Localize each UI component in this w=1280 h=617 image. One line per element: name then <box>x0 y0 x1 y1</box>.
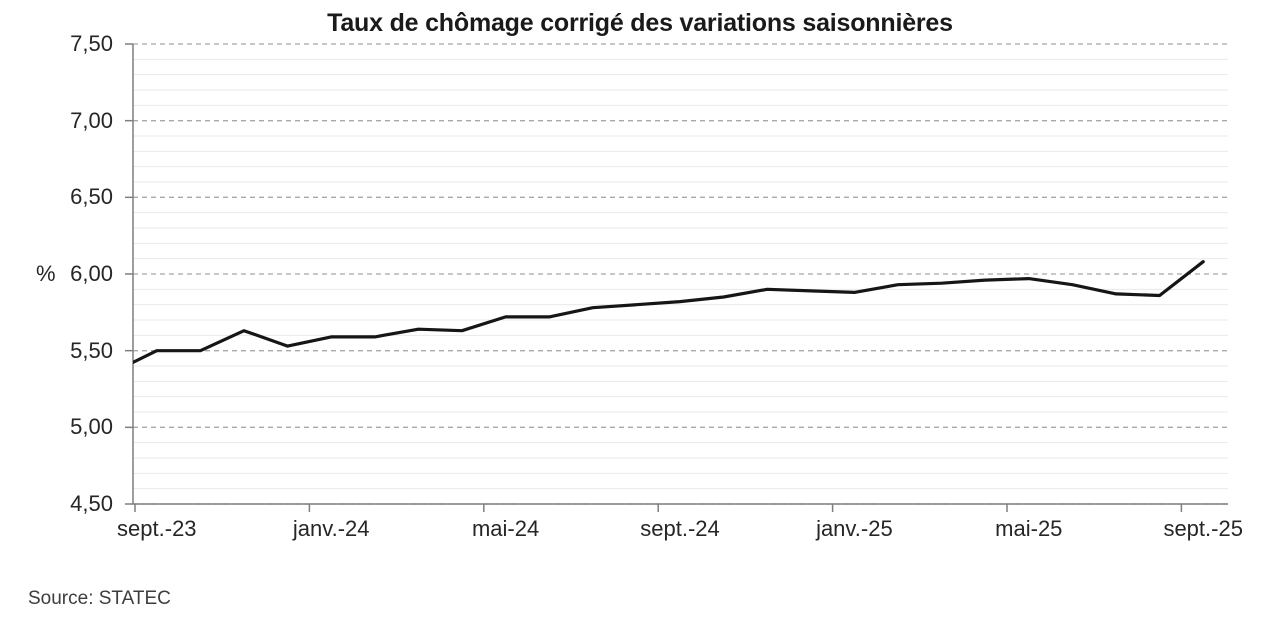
y-axis-tick-label: 5,00 <box>70 414 113 440</box>
x-axis-tick-label: janv.-24 <box>292 516 370 541</box>
y-axis-tick-label: 4,50 <box>70 491 113 516</box>
series-line <box>133 260 1205 365</box>
y-axis-unit-label: % <box>36 261 56 286</box>
y-axis-tick-label: 7,50 <box>70 31 113 56</box>
chart-title: Taux de chômage corrigé des variations s… <box>327 9 953 37</box>
y-axis-tick-label: 6,00 <box>70 261 113 286</box>
y-axis-tick-label: 6,50 <box>70 184 113 210</box>
x-axis-tick-label: sept.-25 <box>1163 516 1243 541</box>
x-axis-tick-label: sept.-23 <box>117 516 197 541</box>
source-note: Source: STATEC <box>28 588 171 609</box>
x-axis-tick-label: mai-25 <box>995 516 1063 541</box>
x-axis-tick-label: mai-24 <box>471 516 540 541</box>
x-axis-tick-label: janv.-25 <box>816 516 893 541</box>
y-axis-tick-label: 7,00 <box>70 107 113 133</box>
x-axis-tick-label: sept.-24 <box>640 516 720 541</box>
y-axis-tick-label: 5,50 <box>70 337 113 363</box>
